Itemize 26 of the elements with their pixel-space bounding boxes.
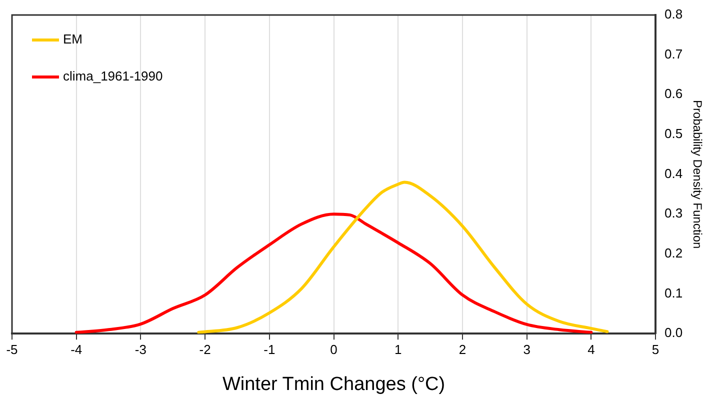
y2-axis-title: Probability Density Function <box>690 100 704 249</box>
y2-tick-label: 0.0 <box>664 325 683 340</box>
y2-tick-label: 0.8 <box>664 6 683 22</box>
x-tick-label: 0 <box>330 342 338 357</box>
x-tick-label: -2 <box>199 342 211 357</box>
x-tick-label: -4 <box>70 342 82 357</box>
y2-tick-label: 0.6 <box>664 86 683 102</box>
x-tick-label: -1 <box>264 342 276 357</box>
x-axis-title: Winter Tmin Changes (°C) <box>222 374 446 395</box>
x-tick-label: -5 <box>6 342 18 357</box>
x-tick-label: 2 <box>458 342 466 357</box>
y2-tick-label: 0.1 <box>664 285 683 300</box>
y2-tick-label: 0.2 <box>664 246 683 261</box>
x-tick-label: 4 <box>588 342 595 357</box>
line-series <box>197 180 609 334</box>
legend-label: EM <box>63 32 82 47</box>
legend-label: clima_1961-1990 <box>63 68 163 84</box>
x-tick-label: 1 <box>394 342 402 357</box>
y2-tick-label: 0.3 <box>664 206 683 221</box>
y2-tick-label: 0.5 <box>664 126 683 142</box>
line-series <box>74 212 593 334</box>
y2-tick-label: 0.7 <box>664 46 683 62</box>
x-tick-label: 5 <box>652 342 660 357</box>
y2-tick-label: 0.4 <box>664 166 683 181</box>
x-tick-label: -3 <box>134 342 146 357</box>
x-tick-label: 3 <box>523 342 530 357</box>
